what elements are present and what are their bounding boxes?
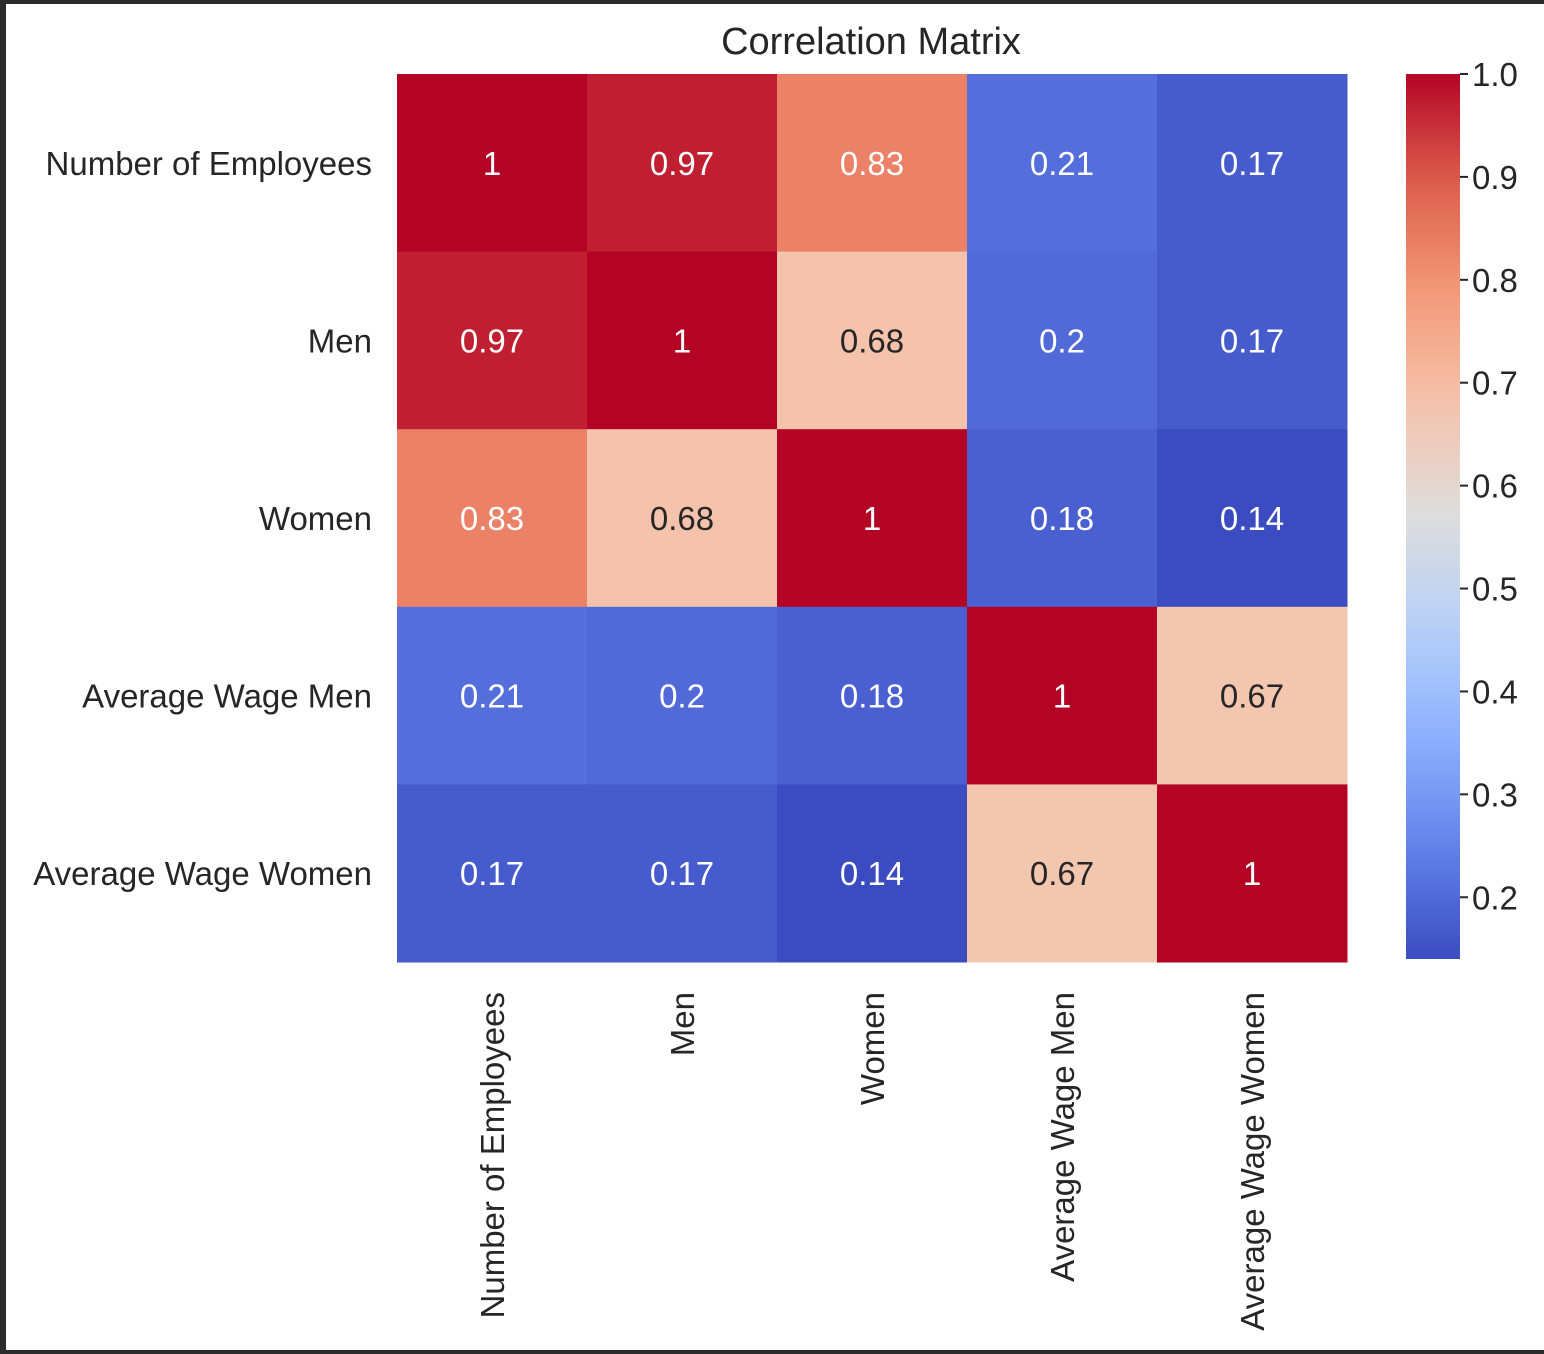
y-tick-label: Women [259, 500, 372, 537]
heatmap-cell [587, 784, 778, 963]
figure-canvas: Correlation Matrix 1 0.97 0.83 0.21 0.17 0.97… [6, 4, 1544, 1350]
colorbar-tick-label: 0.6 [1472, 468, 1518, 505]
cell-value-label: 0.17 [1220, 145, 1284, 182]
heatmap-cell [967, 429, 1158, 608]
x-tick-label: Average Wage Women [1234, 992, 1271, 1331]
heatmap-cells: 1 0.97 0.83 0.21 0.170.97 1 0.68 0.2 0.170.83 0.6… [397, 74, 1348, 963]
colorbar-tick-label: 0.5 [1472, 571, 1518, 608]
cell-value-label: 0.14 [1220, 500, 1284, 537]
cell-value-label: 0.67 [1220, 678, 1284, 715]
heatmap-cell [587, 429, 778, 608]
x-tick-label: Women [854, 992, 891, 1105]
colorbar: 0.2 0.3 0.4 0.5 0.6 0.7 0.8 0.9 1.0 [1406, 56, 1518, 959]
colorbar-tick-label: 0.3 [1472, 776, 1518, 813]
cell-value-label: 0.17 [650, 855, 714, 892]
cell-value-label: 1 [863, 500, 881, 537]
cell-value-label: 1 [1053, 678, 1071, 715]
chart-title: Correlation Matrix [721, 21, 1021, 63]
cell-value-label: 0.21 [1030, 145, 1094, 182]
cell-value-label: 0.97 [650, 145, 714, 182]
colorbar-tick-label: 0.4 [1472, 673, 1518, 710]
cell-value-label: 0.83 [840, 145, 904, 182]
heatmap-cell [1157, 74, 1348, 253]
heatmap-cell [1157, 429, 1348, 608]
heatmap-cell [1157, 251, 1348, 430]
cell-value-label: 0.18 [840, 678, 904, 715]
heatmap-cell [397, 251, 588, 430]
y-tick-label: Number of Employees [46, 145, 372, 182]
cell-value-label: 0.2 [659, 678, 705, 715]
y-tick-label: Average Wage Men [82, 678, 372, 715]
heatmap-cell [587, 74, 778, 253]
y-tick-label: Men [308, 322, 372, 359]
heatmap-cell [777, 74, 968, 253]
cell-value-label: 0.83 [460, 500, 524, 537]
colorbar-tick-label: 0.7 [1472, 365, 1518, 402]
heatmap-cell [777, 251, 968, 430]
cell-value-label: 0.2 [1039, 322, 1085, 359]
heatmap-cell [397, 606, 588, 785]
heatmap-cell [1157, 784, 1348, 963]
heatmap-cell [397, 74, 588, 253]
colorbar-gradient [1406, 74, 1460, 959]
heatmap-cell [967, 74, 1158, 253]
cell-value-label: 0.21 [460, 678, 524, 715]
cell-value-label: 1 [673, 322, 691, 359]
y-tick-label: Average Wage Women [33, 855, 372, 892]
cell-value-label: 0.68 [840, 322, 904, 359]
cell-value-label: 0.97 [460, 322, 524, 359]
heatmap-cell [967, 251, 1158, 430]
colorbar-tick-label: 0.8 [1472, 262, 1518, 299]
cell-value-label: 1 [483, 145, 501, 182]
heatmap-cell [967, 784, 1158, 963]
heatmap-cell [777, 429, 968, 608]
correlation-heatmap: Correlation Matrix 1 0.97 0.83 0.21 0.170.97… [33, 21, 1518, 1331]
row-tick-labels: Number of Employees Men Women Average Wage … [33, 145, 372, 892]
heatmap-cell [777, 606, 968, 785]
x-tick-label: Men [664, 992, 701, 1056]
cell-value-label: 0.17 [1220, 322, 1284, 359]
heatmap-cell [587, 606, 778, 785]
cell-value-label: 0.67 [1030, 855, 1094, 892]
cell-value-label: 0.17 [460, 855, 524, 892]
cell-value-label: 1 [1243, 855, 1261, 892]
column-tick-labels: Number of Employees Men Women Average Wage … [474, 992, 1271, 1331]
cell-value-label: 0.14 [840, 855, 904, 892]
cell-value-label: 0.18 [1030, 500, 1094, 537]
x-tick-label: Number of Employees [474, 992, 511, 1318]
colorbar-tick-label: 0.2 [1472, 879, 1518, 916]
heatmap-cell [397, 429, 588, 608]
heatmap-cell [777, 784, 968, 963]
heatmap-cell [967, 606, 1158, 785]
x-tick-label: Average Wage Men [1044, 992, 1081, 1282]
cell-value-label: 0.68 [650, 500, 714, 537]
colorbar-tick-label: 0.9 [1472, 159, 1518, 196]
colorbar-tick-label: 1.0 [1472, 56, 1518, 93]
heatmap-cell [397, 784, 588, 963]
heatmap-cell [1157, 606, 1348, 785]
heatmap-cell [587, 251, 778, 430]
